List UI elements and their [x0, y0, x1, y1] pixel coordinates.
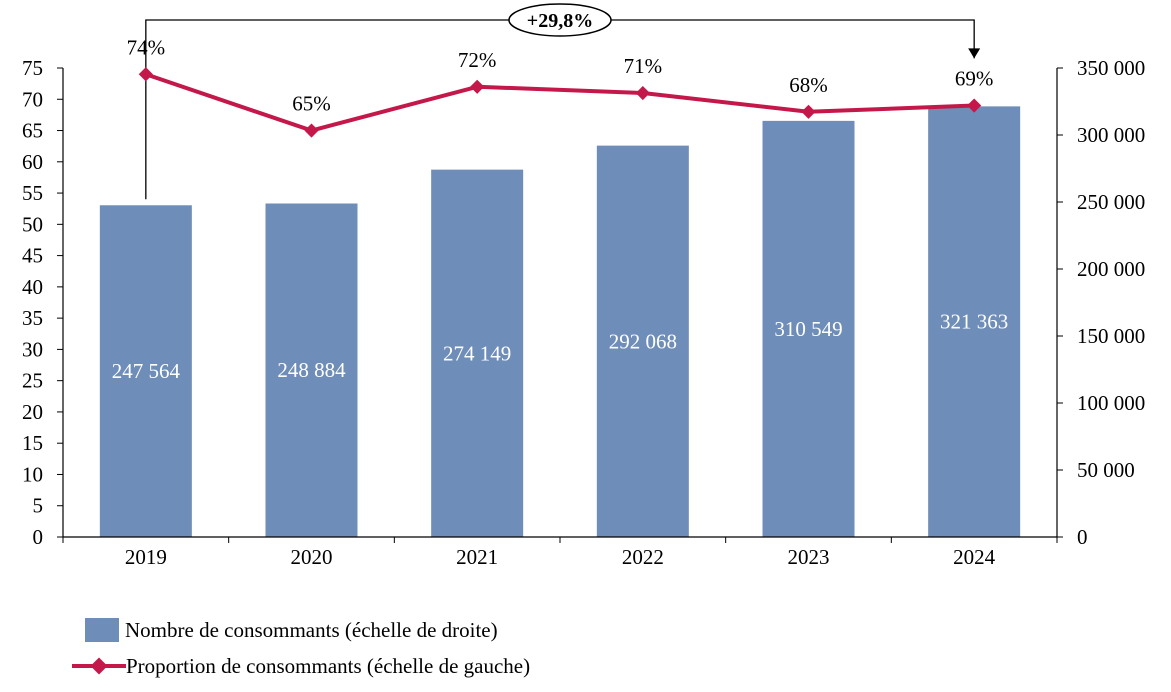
right-tick-label: 300 000	[1077, 123, 1145, 147]
left-tick-label: 60	[22, 150, 43, 174]
left-tick-label: 45	[22, 244, 43, 268]
bar-2021	[431, 169, 524, 538]
bar-series	[99, 106, 1021, 538]
bar-value-label: 292 068	[609, 329, 677, 353]
bar-2023	[762, 120, 855, 537]
right-tick-label: 0	[1077, 525, 1088, 549]
chart: +29,8% 0 5 10 15 20 25 30 35 40 45 50 55 60 65 70 75 0 50…	[22, 3, 1145, 569]
annotation-arrowhead	[968, 48, 981, 59]
bar-2020	[265, 203, 358, 538]
proportion-line	[145, 72, 975, 133]
legend-label-line: Proportion de consommants (échelle de ga…	[126, 653, 531, 678]
right-tick-label: 50 000	[1077, 458, 1135, 482]
axes: 0 5 10 15 20 25 30 35 40 45 50 55 60 65 70 75 0 50 000 100…	[22, 56, 1145, 569]
left-tick-label: 0	[33, 525, 44, 549]
bar-2022	[596, 145, 689, 537]
growth-annotation: +29,8%	[145, 3, 981, 200]
left-tick-label: 50	[22, 212, 43, 236]
line-series	[138, 67, 982, 138]
bar-value-label: 310 549	[774, 317, 842, 341]
left-tick-label: 40	[22, 275, 43, 299]
left-tick-label: 20	[22, 400, 43, 424]
x-tick-label: 2022	[622, 545, 664, 569]
left-tick-label: 25	[22, 369, 43, 393]
line-marker-2020	[304, 123, 319, 138]
line-value-label: 65%	[292, 92, 331, 116]
line-value-label: 72%	[458, 48, 497, 72]
data-labels: 247 564 248 884 274 149 292 068 310 549 321 3…	[112, 35, 1009, 383]
left-tick-label: 55	[22, 181, 43, 205]
line-marker-2022	[635, 85, 650, 101]
left-tick-label: 10	[22, 462, 43, 486]
x-tick-label: 2023	[788, 545, 830, 569]
annotation-label: +29,8%	[527, 10, 593, 32]
x-tick-label: 2024	[953, 545, 996, 569]
legend-swatch-line	[72, 657, 126, 675]
left-tick-label: 75	[22, 56, 43, 80]
bar-2024	[928, 106, 1021, 537]
right-tick-label: 150 000	[1077, 324, 1145, 348]
bar-value-label: 247 564	[112, 359, 181, 383]
line-value-label: 69%	[955, 67, 994, 91]
bar-2019	[99, 205, 192, 538]
right-tick-label: 100 000	[1077, 391, 1145, 415]
left-tick-label: 65	[22, 119, 43, 143]
legend-item-bars: Nombre de consommants (échelle de droite…	[72, 612, 530, 648]
left-tick-label: 35	[22, 306, 43, 330]
right-tick-label: 350 000	[1077, 56, 1145, 80]
x-tick-label: 2021	[456, 545, 498, 569]
left-tick-label: 5	[33, 494, 44, 518]
x-tick-label: 2020	[291, 545, 333, 569]
line-marker-2024	[967, 98, 982, 113]
left-tick-label: 70	[22, 87, 43, 111]
line-marker-2023	[801, 104, 816, 119]
bar-value-label: 248 884	[277, 358, 346, 382]
line-value-label: 74%	[127, 35, 166, 59]
legend-label-bars: Nombre de consommants (échelle de droite…	[125, 617, 498, 642]
line-marker-2021	[470, 79, 485, 94]
legend-item-line: Proportion de consommants (échelle de ga…	[72, 648, 530, 684]
x-tick-label: 2019	[125, 545, 167, 569]
line-marker-2019	[138, 67, 153, 82]
left-tick-label: 30	[22, 337, 43, 361]
bar-value-label: 274 149	[443, 341, 511, 365]
bar-value-label: 321 363	[940, 310, 1008, 334]
line-value-label: 68%	[789, 73, 828, 97]
annotation-ellipse	[508, 3, 612, 37]
legend: Nombre de consommants (échelle de droite…	[72, 612, 530, 684]
legend-swatch-bar	[85, 618, 119, 642]
right-tick-label: 250 000	[1077, 190, 1145, 214]
line-value-label: 71%	[624, 54, 663, 78]
left-tick-label: 15	[22, 431, 43, 455]
right-tick-label: 200 000	[1077, 257, 1145, 281]
